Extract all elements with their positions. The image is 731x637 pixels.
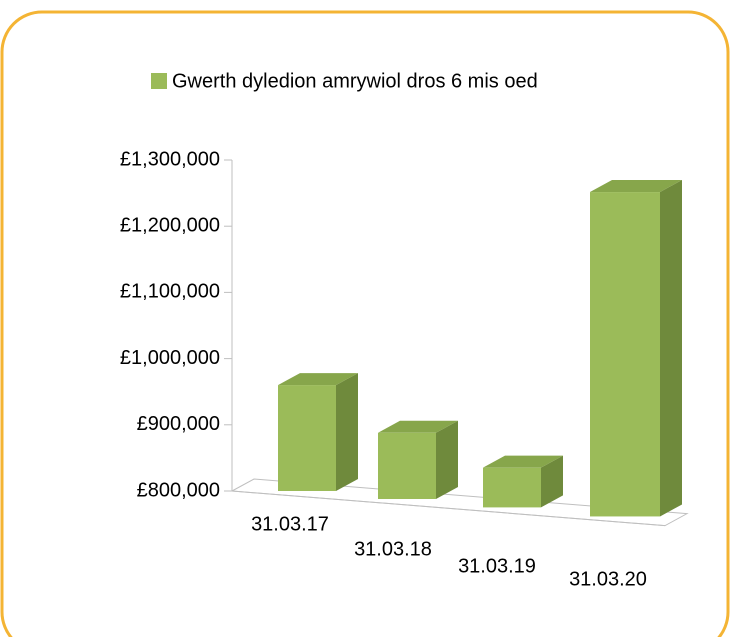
- y-tick-label: £1,000,000: [120, 347, 220, 369]
- y-tick-label: £1,100,000: [120, 281, 220, 303]
- legend-swatch: [151, 73, 167, 89]
- x-tick-label: 31.03.18: [354, 538, 432, 560]
- bar-top: [590, 180, 682, 193]
- bar-side: [660, 180, 682, 517]
- y-tick-label: £900,000: [137, 413, 220, 435]
- bar-top: [483, 455, 563, 468]
- y-tick-label: £1,300,000: [120, 148, 220, 170]
- x-tick-label: 31.03.20: [569, 568, 647, 590]
- bar-side: [336, 373, 358, 491]
- bar: [590, 192, 660, 517]
- bar: [483, 467, 541, 508]
- y-tick-label: £800,000: [137, 479, 220, 501]
- legend-label: Gwerth dyledion amrywiol dros 6 mis oed: [172, 70, 538, 92]
- bar-top: [278, 373, 358, 386]
- bar: [378, 432, 436, 499]
- bar-top: [378, 420, 458, 433]
- bar-side: [541, 455, 563, 508]
- floor-front: [231, 490, 666, 527]
- x-tick-label: 31.03.17: [251, 513, 329, 535]
- bar-side: [436, 420, 458, 499]
- x-tick-label: 31.03.19: [458, 555, 536, 577]
- y-tick-label: £1,200,000: [120, 214, 220, 236]
- bar: [278, 385, 336, 491]
